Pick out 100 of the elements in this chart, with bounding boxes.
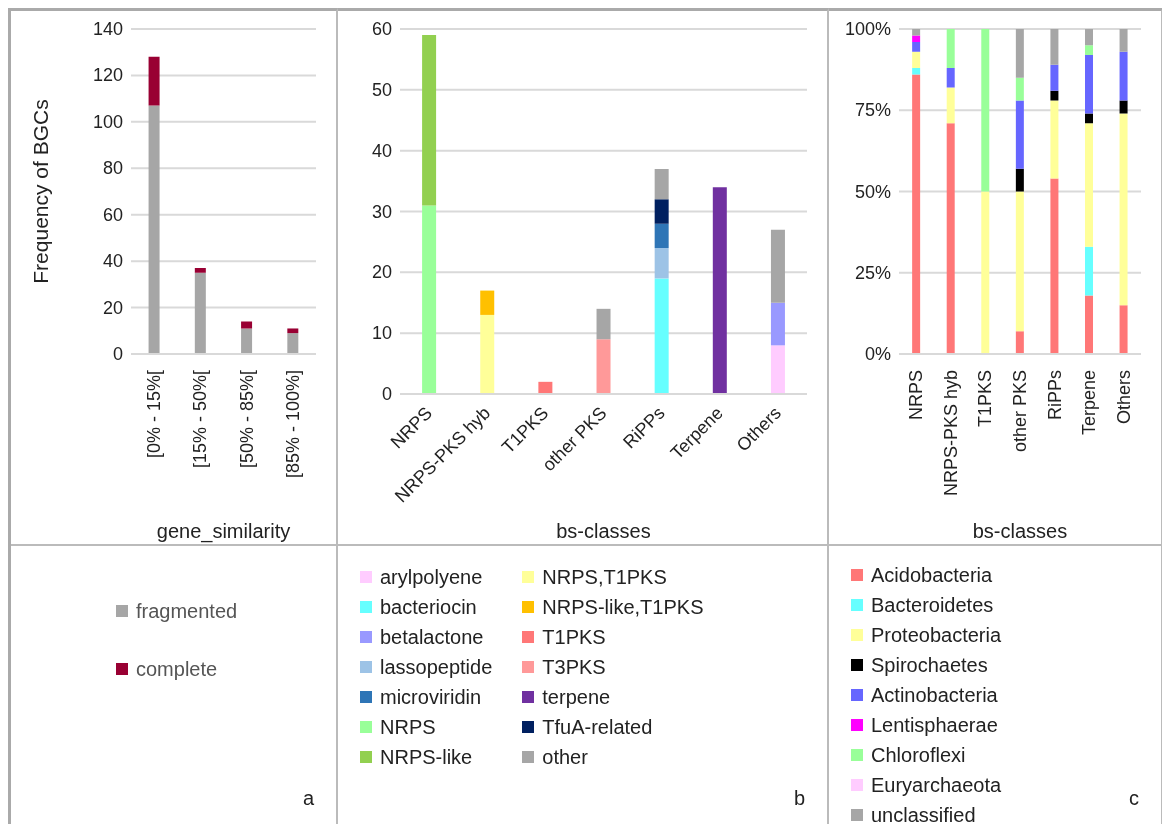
y-tick-label: 50% — [854, 181, 891, 202]
bar — [422, 35, 437, 206]
bar — [1015, 191, 1024, 332]
y-tick-label: 20 — [102, 297, 123, 318]
bar — [1084, 113, 1093, 124]
x-axis-title: gene_similarity — [156, 520, 291, 543]
bar — [946, 87, 955, 124]
bar — [1050, 100, 1059, 179]
bar — [1050, 29, 1059, 65]
y-tick-label: 50 — [371, 79, 392, 100]
legend-label: Lentisphaerae — [871, 713, 998, 738]
bar — [981, 29, 990, 192]
x-tick-label: [85% - 100%] — [282, 370, 303, 479]
legend-label: terpene — [542, 685, 611, 710]
legend-label: lassopeptide — [380, 655, 493, 680]
bar — [194, 268, 206, 273]
bar — [654, 199, 669, 224]
legend-label: T3PKS — [542, 655, 606, 680]
x-axis-title: bs-classes — [972, 520, 1068, 542]
bar — [1119, 51, 1128, 101]
bar — [712, 187, 727, 394]
x-tick-label: T1PKS — [975, 370, 996, 428]
bar — [912, 29, 921, 36]
legend-label: NRPS — [380, 715, 436, 740]
x-tick-label: NRPS — [906, 370, 927, 421]
y-tick-label: 60 — [371, 19, 392, 39]
bar — [241, 328, 253, 354]
bar — [770, 302, 785, 346]
legend-label: Euryarchaeota — [871, 773, 1002, 798]
y-tick-label: 20 — [371, 262, 392, 283]
legend-label: other — [542, 745, 588, 770]
bar — [654, 168, 669, 200]
bar — [287, 333, 299, 354]
bar — [596, 308, 611, 340]
bar — [1084, 246, 1093, 296]
x-tick-label: RiPPs — [1044, 370, 1065, 421]
bar — [1084, 45, 1093, 55]
bar — [422, 205, 437, 394]
x-tick-label: [0% - 15%[ — [144, 370, 165, 459]
bar — [1015, 331, 1024, 354]
bar — [654, 248, 669, 279]
legend-label: NRPS,T1PKS — [542, 565, 667, 590]
legend-label: Bacteroidetes — [871, 593, 994, 618]
bar — [538, 381, 553, 394]
bar — [1119, 305, 1128, 354]
legend-label: Chloroflexi — [871, 743, 966, 768]
x-tick-label: Others — [1113, 370, 1134, 425]
bar — [1015, 29, 1024, 78]
bar — [1050, 64, 1059, 91]
y-axis-title: Frequency of BGCs — [29, 99, 53, 284]
x-tick-label: other PKS — [1010, 370, 1030, 453]
y-tick-label: 0 — [381, 384, 392, 404]
text: a — [302, 787, 314, 810]
y-tick-label: 60 — [102, 204, 123, 225]
legend-label: NRPS-like — [380, 745, 473, 770]
bar — [1015, 100, 1024, 169]
legend-label: Spirochaetes — [871, 653, 988, 678]
bar — [194, 272, 206, 354]
bar — [480, 314, 495, 394]
y-tick-label: 10 — [371, 323, 392, 344]
x-tick-label: [50% - 85%[ — [236, 370, 257, 469]
bar — [148, 56, 160, 106]
bar — [912, 74, 921, 354]
legend-label: Acidobacteria — [871, 563, 993, 588]
y-tick-label: 140 — [92, 19, 123, 39]
y-tick-label: 80 — [102, 158, 123, 179]
legend-label: complete — [136, 657, 218, 682]
bar — [1119, 100, 1128, 114]
x-axis-title: bs-classes — [556, 520, 651, 542]
bar — [287, 328, 299, 334]
bar — [1015, 168, 1024, 192]
legend-label: T1PKS — [542, 625, 606, 650]
x-tick-label: NRPS-PKS hyb — [940, 370, 961, 497]
y-tick-label: 100% — [844, 19, 891, 39]
legend-label: arylpolyene — [380, 565, 483, 590]
bar — [1084, 55, 1093, 114]
text: c — [1129, 787, 1139, 810]
bar — [1015, 77, 1024, 101]
legend-label: Actinobacteria — [871, 683, 998, 708]
y-tick-label: 30 — [371, 201, 392, 222]
legend-label: TfuA-related — [542, 715, 653, 740]
y-tick-label: 120 — [92, 65, 123, 86]
bar — [654, 278, 669, 394]
bar — [480, 290, 495, 315]
y-tick-label: 0% — [864, 344, 891, 364]
bar — [596, 339, 611, 394]
y-tick-label: 40 — [102, 251, 123, 272]
y-tick-label: 0 — [112, 344, 123, 364]
bar — [1119, 113, 1128, 306]
bar — [1084, 29, 1093, 46]
bar — [1084, 295, 1093, 354]
legend-label: betalactone — [380, 625, 484, 650]
legend-label: Proteobacteria — [871, 623, 1002, 648]
bar — [946, 123, 955, 354]
bar — [654, 223, 669, 248]
bar — [1084, 123, 1093, 247]
bar — [912, 42, 921, 52]
bar — [1119, 29, 1128, 52]
bar — [1050, 178, 1059, 354]
y-tick-label: 75% — [854, 100, 891, 121]
